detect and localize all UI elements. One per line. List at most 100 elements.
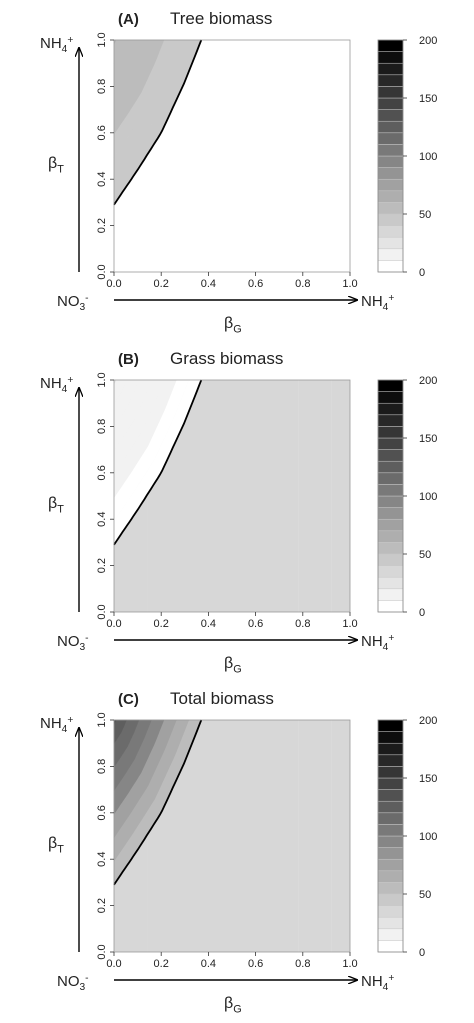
colorbar-cell: [377, 507, 404, 520]
colorbar-cell: [377, 472, 404, 485]
y-axis: 0.0 0.2 0.4 0.6 0.8 1.0: [96, 32, 114, 280]
y-axis-arrow: NH4+ βT: [40, 375, 79, 612]
x-tick-label: 0.6: [248, 958, 263, 970]
colorbar-tick-label: 150: [419, 93, 437, 105]
colorbar-cell: [377, 202, 404, 215]
y-top-label: NH4+: [40, 35, 73, 55]
colorbar-cell: [377, 576, 404, 590]
colorbar-cell: [377, 940, 404, 953]
colorbar-tick-label: 0: [419, 267, 425, 279]
colorbar-cell: [377, 391, 404, 404]
x-tick-label: 0.8: [295, 618, 310, 630]
colorbar-cell: [377, 789, 404, 802]
colorbar-cell: [377, 600, 404, 613]
colorbar-cell: [377, 882, 404, 895]
y-axis: 0.0 0.2 0.4 0.6 0.8 1.0: [96, 372, 114, 620]
panel-label: (B): [118, 351, 139, 368]
x-axis-label: βG: [224, 995, 242, 1015]
colorbar-cell: [377, 97, 404, 110]
colorbar-cell: [377, 155, 404, 168]
colorbar-cell: [377, 905, 404, 918]
colorbar-cell: [377, 74, 404, 87]
colorbar-tick-label: 50: [419, 209, 431, 221]
panel-c: (C) Total biomass 0.0 0.2 0.4 0.6 0.8 1.0 0.0 0.2…: [40, 689, 437, 1015]
x-axis: 0.0 0.2 0.4 0.6 0.8 1.0: [106, 612, 358, 630]
x-axis-label: βG: [224, 315, 242, 335]
colorbar-cell: [377, 144, 404, 157]
colorbar-cell: [377, 565, 404, 578]
y-tick-label: 0.0: [96, 944, 108, 959]
colorbar-tick-label: 100: [419, 151, 437, 163]
colorbar-cell: [377, 542, 404, 555]
colorbar-cell: [377, 178, 404, 192]
colorbar-cell: [377, 225, 404, 238]
region-4: [331, 720, 350, 952]
x-tick-label: 0.4: [201, 278, 216, 290]
y-top-label: NH4+: [40, 715, 73, 735]
colorbar-tick-label: 0: [419, 607, 425, 619]
y-tick-label: 0.8: [96, 419, 108, 434]
x-tick-label: 0.0: [106, 618, 121, 630]
y-tick-label: 0.6: [96, 465, 108, 480]
gradient-band-6: [113, 379, 127, 405]
y-tick-label: 0.6: [96, 125, 108, 140]
colorbar-tick-label: 100: [419, 491, 437, 503]
colorbar-cell: [377, 847, 404, 860]
colorbar-cell: [377, 588, 404, 601]
colorbar-cell: [377, 379, 404, 392]
x-axis-arrow: NO3- NH4+ βG: [57, 293, 394, 336]
x-axis: 0.0 0.2 0.4 0.6 0.8 1.0: [106, 952, 358, 970]
colorbar-cell: [377, 426, 404, 439]
colorbar-cell: [377, 260, 404, 273]
colorbar-cell: [377, 731, 404, 744]
colorbar-cell: [377, 495, 404, 508]
y-tick-label: 0.2: [96, 558, 108, 573]
x-tick-label: 0.2: [154, 958, 169, 970]
y-tick-label: 0.4: [96, 512, 108, 527]
colorbar-cell: [377, 449, 404, 462]
x-tick-label: 0.6: [248, 618, 263, 630]
y-tick-label: 0.2: [96, 218, 108, 233]
boundary-curve: [113, 39, 203, 206]
x-right-label: NH4+: [361, 633, 394, 653]
y-tick-label: 0.4: [96, 852, 108, 867]
gradient-band-6: [113, 719, 127, 745]
x-tick-label: 0.6: [248, 278, 263, 290]
colorbar-cell: [377, 190, 404, 203]
plot-area: [113, 379, 351, 613]
colorbar-cell: [377, 62, 404, 76]
gradient-corner: [114, 40, 117, 45]
x-tick-label: 1.0: [342, 958, 357, 970]
colorbar-cell: [377, 248, 404, 261]
plot-area: [113, 39, 351, 273]
y-tick-label: 0.4: [96, 172, 108, 187]
colorbar-cell: [377, 236, 404, 250]
colorbar-cell: [377, 132, 404, 145]
colorbar: 0 50 100 150 200: [377, 715, 437, 959]
y-tick-label: 1.0: [96, 712, 108, 727]
region-3: [298, 720, 332, 952]
x-tick-label: 0.8: [295, 278, 310, 290]
colorbar-cell: [377, 51, 404, 64]
colorbar-cell: [377, 553, 404, 566]
colorbar-tick-label: 50: [419, 549, 431, 561]
x-axis: 0.0 0.2 0.4 0.6 0.8 1.0: [106, 272, 358, 290]
colorbar-cell: [377, 484, 404, 497]
colorbar-cell: [377, 858, 404, 872]
colorbar: 0 50 100 150 200: [377, 35, 437, 279]
panel-title: Grass biomass: [170, 349, 283, 368]
colorbar-cell: [377, 167, 404, 180]
y-axis: 0.0 0.2 0.4 0.6 0.8 1.0: [96, 712, 114, 960]
colorbar-tick-label: 200: [419, 375, 437, 387]
gradient-corner: [114, 720, 117, 725]
x-tick-label: 0.4: [201, 618, 216, 630]
plot-frame: [113, 719, 351, 953]
boundary-curve: [113, 719, 203, 886]
colorbar-cell: [377, 518, 404, 532]
y-tick-label: 0.0: [96, 604, 108, 619]
x-axis-label: βG: [224, 655, 242, 675]
y-top-label: NH4+: [40, 375, 73, 395]
colorbar-tick-label: 150: [419, 433, 437, 445]
